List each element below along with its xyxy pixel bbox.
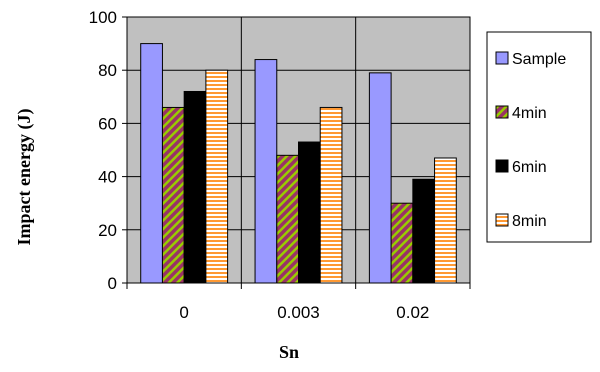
legend-label-8min: 8min <box>512 213 547 230</box>
bar-4min-0.003 <box>276 154 300 284</box>
x-axis-label: Sn <box>279 342 299 362</box>
bar-4min-0.02 <box>390 202 414 284</box>
bar-sample-0.003 <box>254 59 278 284</box>
legend-box <box>486 31 592 243</box>
legend-swatch-sample <box>495 51 509 65</box>
y-axis-label: Impact energy (J) <box>14 109 35 246</box>
x-tick-label: 0.02 <box>396 303 429 322</box>
plot-border <box>126 16 471 284</box>
legend-swatch-8min <box>495 213 509 227</box>
bar-6min-0 <box>183 90 207 284</box>
axes: 0 20 40 60 80 100 0 0.003 0.02 <box>89 8 471 322</box>
legend-label-6min: 6min <box>512 159 547 176</box>
plot-area <box>126 16 471 284</box>
bar-4min-0 <box>161 106 185 284</box>
legend-label-4min: 4min <box>512 105 547 122</box>
y-tick-label: 80 <box>98 61 117 80</box>
legend-label-sample: Sample <box>512 51 566 68</box>
bar-8min-0.003 <box>319 106 343 284</box>
bar-sample-0 <box>140 43 163 284</box>
legend-swatch-4min <box>495 105 509 119</box>
y-tick-label: 100 <box>89 8 117 27</box>
y-tick-label: 20 <box>98 221 117 240</box>
legend: Sample 4min 6min 8min <box>486 31 592 243</box>
y-tick-label: 40 <box>98 168 117 187</box>
y-tick-label: 0 <box>108 274 117 293</box>
bar-sample-0.02 <box>368 72 392 284</box>
bar-8min-0 <box>205 69 229 284</box>
x-tick-label: 0.003 <box>277 303 320 322</box>
bar-6min-0.02 <box>412 178 436 284</box>
x-tick-label: 0 <box>179 303 188 322</box>
legend-swatch-6min <box>495 159 509 173</box>
bar-6min-0.003 <box>298 141 321 284</box>
y-tick-label: 60 <box>98 114 117 133</box>
bar-8min-0.02 <box>434 157 457 284</box>
